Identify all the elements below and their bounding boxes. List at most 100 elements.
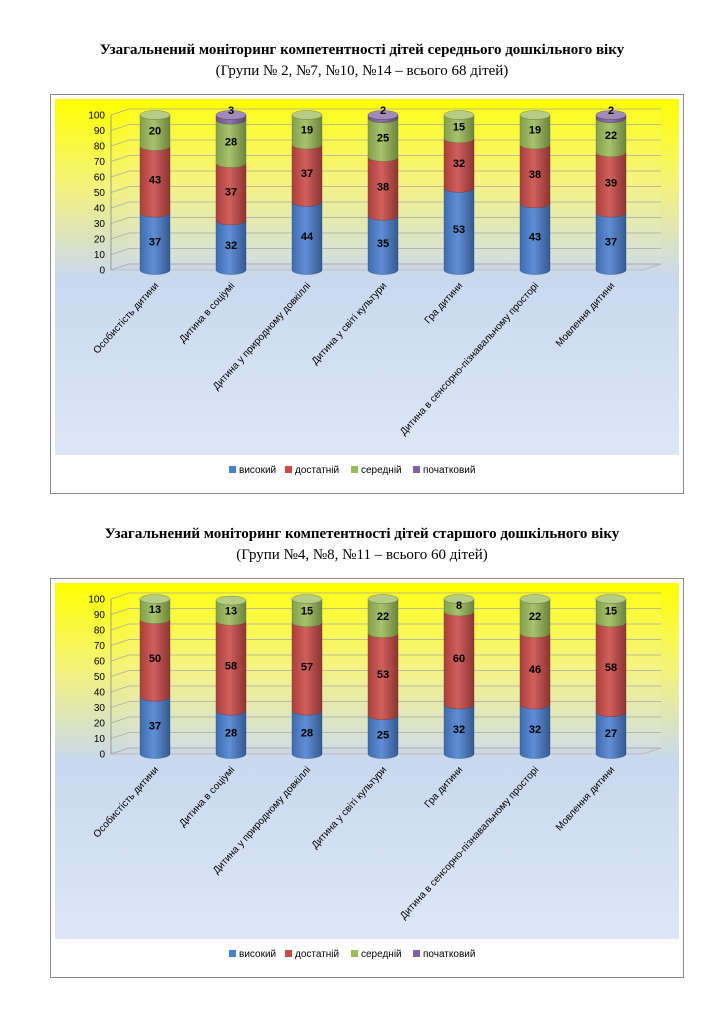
data-label: 15	[301, 606, 313, 618]
legend-swatch	[413, 466, 420, 473]
gridline	[110, 201, 661, 209]
legend-swatch	[229, 466, 236, 473]
y-tick-label: 40	[94, 688, 106, 699]
bar-top	[443, 110, 475, 120]
data-label: 32	[225, 240, 237, 252]
legend-swatch	[285, 950, 292, 957]
legend-label: середній	[361, 465, 402, 476]
legend-label: високий	[239, 465, 276, 476]
y-tick-label: 50	[94, 672, 106, 683]
legend-label: достатній	[295, 949, 339, 960]
gridline	[110, 139, 661, 147]
bar-top	[367, 594, 399, 604]
data-label: 37	[149, 236, 161, 248]
chart-2-title: Узагальнений моніторинг компетентності д…	[104, 526, 620, 542]
data-label: 27	[605, 728, 617, 740]
data-label: 13	[225, 606, 237, 618]
y-tick-label: 40	[94, 204, 106, 215]
data-label: 53	[453, 224, 465, 236]
data-label: 38	[529, 169, 541, 181]
gridline	[110, 170, 661, 178]
data-label: 58	[225, 661, 237, 673]
bar-top	[595, 110, 627, 120]
legend-label: достатній	[295, 465, 339, 476]
gridline	[110, 670, 661, 677]
legend-label: середній	[361, 949, 402, 960]
y-tick-label: 90	[94, 610, 106, 621]
gridline	[110, 232, 661, 240]
data-label: 60	[453, 653, 465, 665]
legend-swatch	[413, 950, 420, 957]
gridline	[110, 592, 661, 600]
legend-swatch	[351, 950, 358, 957]
gridline	[110, 701, 661, 708]
data-label: 13	[149, 604, 161, 616]
bar-top	[519, 594, 551, 604]
y-tick-label: 70	[94, 157, 106, 168]
data-label: 32	[453, 724, 465, 736]
data-label: 22	[529, 611, 541, 623]
y-tick-label: 50	[94, 188, 106, 199]
data-label: 28	[301, 727, 313, 739]
data-label: 28	[225, 136, 237, 148]
data-label: 2	[380, 105, 386, 117]
gridline	[110, 639, 661, 646]
data-label: 25	[377, 730, 389, 742]
y-tick-label: 80	[94, 626, 106, 637]
data-label: 37	[605, 236, 617, 248]
gridline	[110, 608, 661, 615]
data-label: 22	[605, 130, 617, 142]
data-label: 32	[453, 158, 465, 170]
chart-2-frame: 0 10 20 30 40 50 60 70 80 90 100 37 50 13 Особистість …	[50, 578, 684, 978]
y-tick-label: 20	[94, 235, 106, 246]
data-label: 28	[225, 727, 237, 739]
data-label: 3	[228, 105, 234, 117]
y-tick-label: 70	[94, 641, 106, 652]
y-tick-label: 90	[94, 126, 106, 137]
data-label: 20	[149, 126, 161, 138]
legend-swatch	[285, 466, 292, 473]
bar-top	[519, 110, 551, 120]
bar-top	[139, 110, 171, 120]
data-label: 15	[453, 122, 465, 134]
y-tick-label: 0	[99, 750, 105, 761]
gridline	[110, 155, 661, 162]
gridline	[110, 248, 661, 255]
y-tick-label: 30	[94, 219, 106, 230]
data-label: 44	[301, 231, 314, 243]
chart-1-frame: 0 10 20 30 40 50 60 70 80 90 100 37 43 20 Особистість …	[50, 94, 684, 494]
y-tick-label: 80	[94, 142, 106, 153]
bar-top	[215, 595, 247, 606]
y-tick-label: 20	[94, 719, 106, 730]
legend-label: початковий	[423, 949, 475, 960]
gridline	[110, 186, 661, 193]
gridline	[110, 732, 661, 739]
bar-top	[367, 110, 399, 120]
y-tick-label: 10	[94, 734, 106, 745]
legend-swatch	[351, 466, 358, 473]
data-label: 15	[605, 606, 617, 618]
gridline	[110, 108, 661, 116]
data-label: 58	[605, 662, 617, 674]
data-label: 39	[605, 177, 617, 189]
y-tick-label: 100	[88, 595, 105, 606]
chart-1-title: Узагальнений моніторинг компетентності д…	[99, 42, 625, 58]
bar-top	[215, 110, 247, 120]
bar-top	[595, 594, 627, 604]
legend-label: початковий	[423, 465, 475, 476]
data-label: 25	[377, 132, 389, 144]
data-label: 2	[608, 105, 614, 117]
data-label: 37	[225, 187, 237, 199]
gridline	[110, 716, 661, 724]
data-label: 19	[301, 125, 313, 137]
data-label: 46	[529, 664, 541, 676]
gridline	[110, 623, 661, 631]
y-tick-label: 0	[99, 266, 105, 277]
bar-top	[291, 594, 323, 604]
data-label: 37	[301, 168, 313, 180]
chart-2-subtitle: (Групи №4, №8, №11 – всього 60 дітей)	[236, 547, 488, 563]
chart-1-subtitle: (Групи № 2, №7, №10, №14 – всього 68 діт…	[215, 63, 509, 79]
gridline	[110, 654, 661, 662]
gridline	[110, 747, 661, 755]
chart-2-plot: 0102030405060708090100375013Особистість …	[55, 583, 679, 960]
